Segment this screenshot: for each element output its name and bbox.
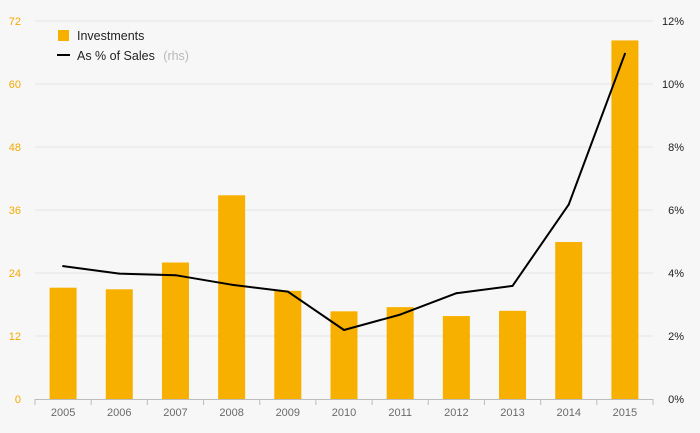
line-percent-of-sales: [62, 53, 626, 331]
x-tick-label: 2008: [219, 407, 243, 419]
x-tick-label: 2005: [51, 407, 75, 419]
line-point-percent-of-sales: [455, 292, 458, 295]
y-left-tick-label: 12: [9, 331, 21, 343]
x-tick-label: 2010: [332, 407, 356, 419]
bar-investments: [611, 40, 639, 400]
y-right-tick-label: 6%: [668, 205, 684, 217]
bar-investments: [161, 262, 189, 399]
line-point-percent-of-sales: [511, 284, 514, 287]
y-left-tick-label: 48: [9, 142, 21, 154]
x-tick-label: 2012: [444, 407, 468, 419]
y-right-tick-label: 0%: [668, 394, 684, 406]
y-left-tick-label: 60: [9, 79, 21, 91]
y-right-tick-label: 12%: [662, 16, 684, 28]
y-left-tick-label: 24: [9, 268, 21, 280]
line-point-percent-of-sales: [567, 203, 570, 206]
y-right-tick-label: 8%: [668, 142, 684, 154]
legend-swatch-investments: [58, 30, 69, 41]
y-left-tick-label: 0: [15, 394, 21, 406]
bar-investments: [218, 195, 246, 399]
x-tick-label: 2006: [107, 407, 131, 419]
x-tick-label: 2013: [500, 407, 524, 419]
x-tick-label: 2007: [163, 407, 187, 419]
y-right-tick-label: 2%: [668, 331, 684, 343]
percent-of-sales-line: [62, 52, 626, 332]
bar-investments: [555, 242, 583, 399]
line-point-percent-of-sales: [230, 283, 233, 286]
gridlines: [35, 20, 653, 337]
legend-label-percent-of-sales: As % of Sales (rhs): [77, 47, 189, 64]
x-tick-label: 2011: [388, 407, 412, 419]
bar-investments: [330, 311, 358, 399]
line-point-percent-of-sales: [286, 290, 289, 293]
line-point-percent-of-sales: [174, 274, 177, 277]
line-point-percent-of-sales: [62, 265, 65, 268]
x-tick-label: 2009: [276, 407, 300, 419]
legend: Investments As % of Sales (rhs): [57, 29, 189, 64]
axes: 0 12 24 36 48 60 72 0% 2% 4% 6% 8% 10% 12% 2005 2006 200…: [9, 16, 684, 419]
y-left-tick-label: 36: [9, 205, 21, 217]
line-point-percent-of-sales: [399, 313, 402, 316]
bar-investments: [274, 290, 302, 399]
line-point-percent-of-sales: [343, 329, 345, 332]
y-right-tick-label: 10%: [662, 79, 684, 91]
x-tick-label: 2014: [556, 407, 580, 419]
x-tick-label: 2015: [613, 407, 637, 419]
bar-investments: [105, 289, 133, 399]
line-point-percent-of-sales: [118, 272, 121, 275]
legend-label-investments: Investments: [77, 29, 144, 43]
bars: [49, 40, 639, 400]
y-right-tick-label: 4%: [668, 268, 684, 280]
bar-investments: [49, 287, 77, 399]
y-left-tick-label: 72: [9, 16, 21, 28]
line-point-percent-of-sales: [623, 52, 626, 55]
bar-investments: [442, 316, 470, 399]
bar-investments: [499, 310, 527, 399]
bar-investments: [386, 307, 414, 399]
